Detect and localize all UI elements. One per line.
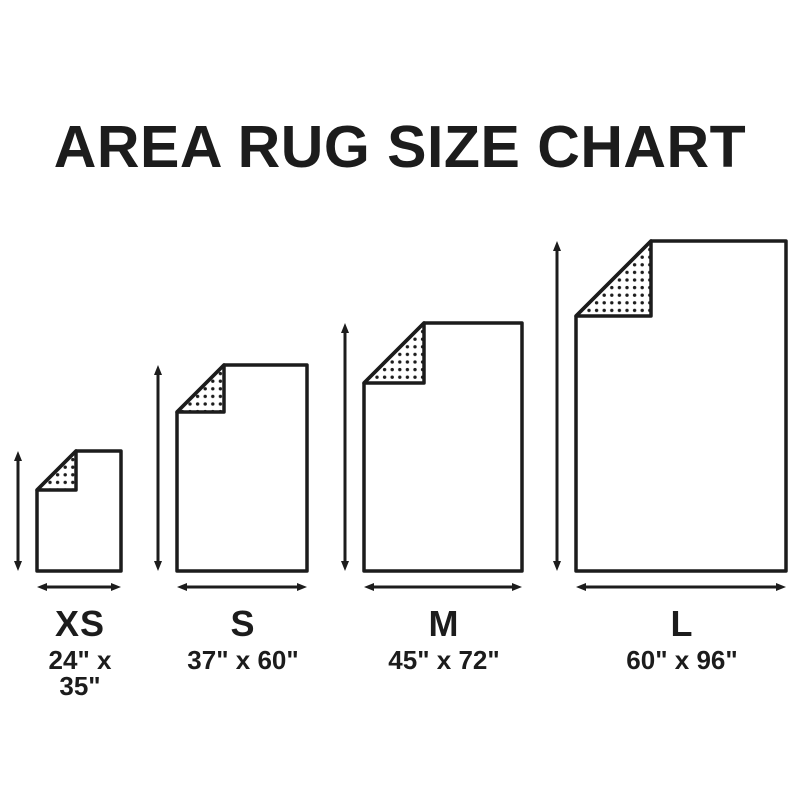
folded-corner — [362, 321, 426, 385]
rug-column-m: M 45" x 72" — [336, 321, 524, 677]
rug-illustration-s — [154, 363, 309, 591]
rug-illustration-m — [341, 321, 524, 591]
size-dimensions-m: 45" x 72" — [388, 645, 500, 675]
size-dimensions-s: 37" x 60" — [187, 645, 299, 675]
chart-title: AREA RUG SIZE CHART — [53, 114, 747, 180]
size-label-l: L — [670, 603, 694, 644]
size-dimensions-l: 60" x 96" — [626, 645, 738, 675]
size-label-s: S — [230, 603, 256, 644]
rug-column-l: L 60" x 96" — [548, 239, 788, 677]
rug-column-s: S 37" x 60" — [149, 363, 309, 677]
rug-body — [35, 449, 123, 573]
rug-illustration-xs — [14, 449, 123, 591]
rug-illustration-l — [553, 239, 788, 591]
folded-corner — [574, 239, 653, 318]
folded-corner — [35, 449, 78, 492]
size-dimensions-xs: 24" x 35" — [48, 645, 112, 701]
size-label-m: M — [428, 603, 460, 644]
folded-corner — [175, 363, 226, 414]
rug-column-xs: XS 24" x 35" — [9, 449, 123, 701]
size-label-xs: XS — [54, 603, 106, 644]
